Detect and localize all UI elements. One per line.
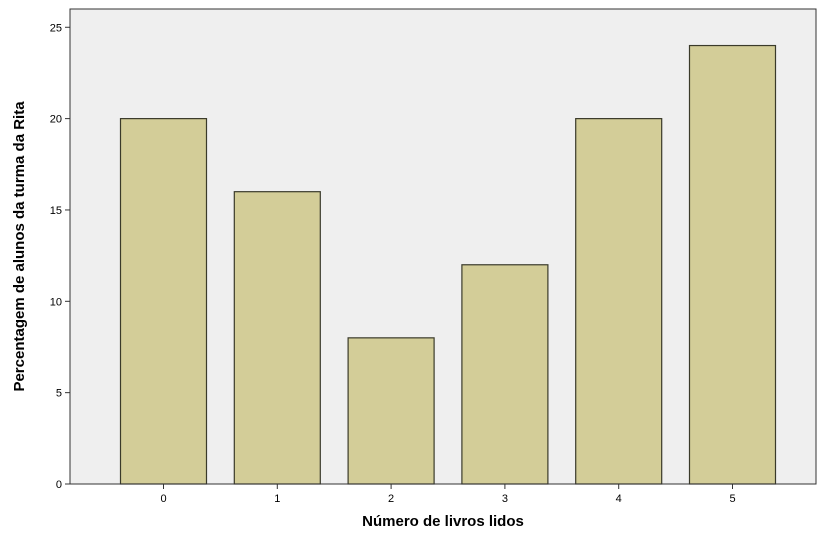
bars-group [119,44,777,485]
y-tick-label: 5 [56,388,62,400]
y-tick-label: 25 [50,22,62,34]
x-tick-label: 4 [616,493,622,505]
x-axis: 0 1 2 3 4 5 [70,483,816,505]
bar-2 [347,337,435,485]
y-axis: 0 5 10 15 20 25 [50,9,71,491]
y-axis-title: Percentagem de alunos da turma da Rita [11,101,28,392]
x-axis-title: Número de livros lidos [362,513,524,530]
bar-1 [233,191,321,485]
x-tick-label: 2 [388,493,394,505]
x-tick-label: 5 [729,493,735,505]
x-tick-label: 1 [274,493,280,505]
bar-3 [461,264,549,485]
x-tick-label: 0 [160,493,166,505]
y-tick-label: 0 [56,479,62,491]
y-tick-label: 10 [50,296,62,308]
y-tick-label: 20 [50,114,62,126]
bar-5 [688,44,777,485]
bar-0 [119,118,208,485]
bar-4 [575,118,663,485]
x-tick-label: 3 [502,493,508,505]
y-tick-label: 15 [50,205,62,217]
